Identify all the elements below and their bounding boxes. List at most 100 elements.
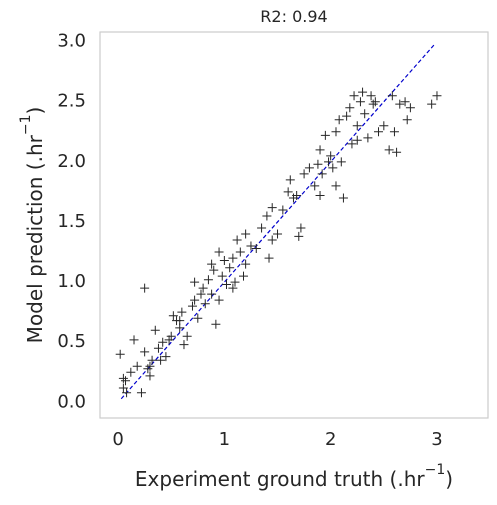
point [241,229,251,239]
point [310,181,320,191]
point [118,383,128,393]
point [166,331,176,341]
point [352,121,362,131]
point [352,135,362,145]
point [219,255,229,265]
point [326,151,336,161]
y-tick-label: 2.5 [57,91,86,112]
point [168,311,178,321]
point [190,295,200,305]
point [147,355,157,365]
point [432,91,442,101]
y-axis-label-sup: −1 [18,115,34,136]
point [257,223,267,233]
point [267,235,277,245]
point [177,307,187,317]
point [315,191,325,201]
y-tick-label: 0.5 [57,331,86,352]
point [347,139,357,149]
point [196,289,206,299]
point [402,115,412,125]
point [273,229,283,239]
point [338,193,348,203]
point [395,99,405,109]
y-axis-label-main: Model prediction (.hr [23,134,47,343]
point [203,275,213,285]
point [232,235,242,245]
point [145,361,155,371]
point [164,335,174,345]
y-axis-label-end: ) [23,107,47,115]
point [366,91,376,101]
y-tick-label: 0.0 [57,391,86,412]
x-tick-label: 2 [325,429,336,450]
point [140,283,150,293]
point [209,265,219,275]
point [262,211,272,221]
point [207,289,217,299]
point [267,203,277,213]
point [221,280,231,290]
point [198,283,208,293]
x-tick-label: 1 [219,429,230,450]
point [187,301,197,311]
point [235,247,245,257]
x-axis-label-end: ) [445,467,453,491]
point [122,388,132,398]
point [214,295,224,305]
point [150,325,160,335]
point [193,313,203,323]
point [179,340,189,350]
point [264,253,274,263]
point [228,253,238,263]
point [228,283,238,293]
point [324,157,334,167]
point [334,115,344,125]
point [392,147,402,157]
point [400,97,410,107]
y-axis-label: Model prediction (.hr−1) [18,107,47,344]
point [241,259,251,269]
point [278,205,288,215]
point [251,243,261,253]
point [304,163,314,173]
point [161,352,171,362]
y-tick-label: 3.0 [57,31,86,52]
point [140,347,150,357]
y-tick-label: 1.5 [57,211,86,232]
point [336,157,346,167]
point [136,388,146,398]
point [296,223,306,233]
point [315,145,325,155]
point [320,130,330,140]
point [345,103,355,113]
point [190,277,200,287]
point [239,271,249,281]
point [331,127,341,137]
point [115,349,125,359]
point [358,87,368,97]
point [126,367,136,377]
point [132,361,142,371]
point [158,337,168,347]
x-axis-label-sup: −1 [425,462,446,478]
point [405,103,415,113]
point [207,259,217,269]
chart-title: R2: 0.94 [260,7,327,26]
point [285,175,295,185]
point [121,376,131,386]
y-tick-label: 2.0 [57,151,86,172]
point [214,247,224,257]
point [145,371,155,381]
point [182,331,192,341]
point [283,187,293,197]
point [156,355,166,365]
point [313,159,323,169]
point [349,91,359,101]
point [143,364,153,374]
point [374,127,384,137]
point [292,191,302,201]
point [370,97,380,107]
